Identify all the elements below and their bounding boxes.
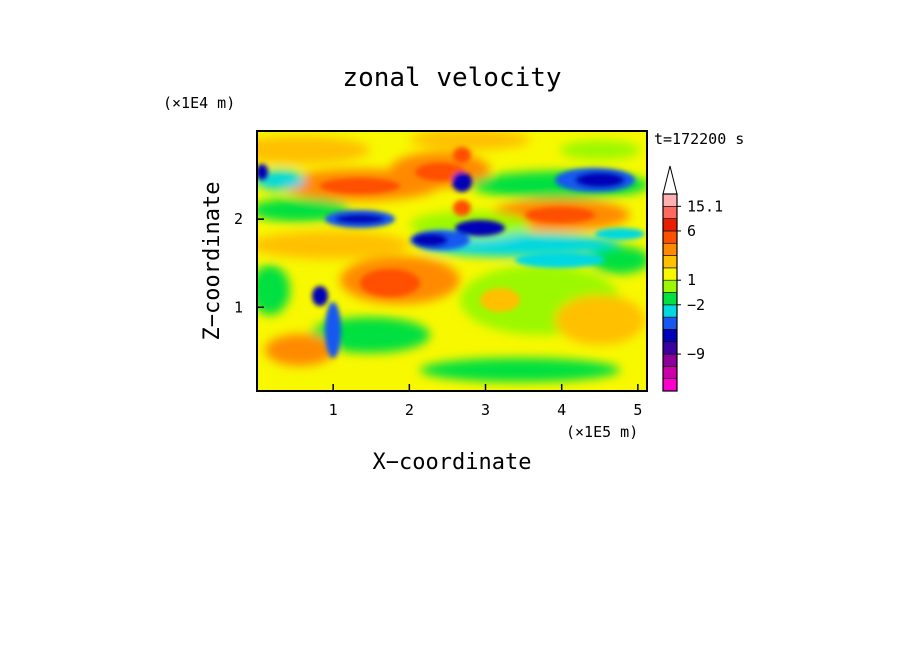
- colorbar-label: −2: [687, 296, 705, 314]
- colorbar-swatch: [662, 218, 678, 232]
- colorbar-label: 15.1: [687, 197, 723, 215]
- colorbar-swatch: [662, 329, 678, 343]
- x-tick-label: 4: [557, 401, 566, 419]
- colorbar-extend-arrow: [662, 165, 678, 195]
- x-units-label: (×1E5 m): [566, 423, 638, 441]
- colorbar-swatch: [662, 206, 678, 219]
- colorbar-label: 1: [687, 271, 696, 289]
- x-axis-label: X−coordinate: [373, 450, 532, 475]
- colorbar-swatch: [662, 242, 678, 256]
- colorbar-swatch: [662, 316, 678, 330]
- x-tick-label: 3: [481, 401, 490, 419]
- colorbar-swatch: [662, 366, 678, 379]
- colorbar-swatch: [662, 378, 678, 392]
- time-label: t=172200 s: [654, 130, 744, 148]
- x-axis: 1 2 3 4 5: [329, 384, 642, 419]
- colorbar-swatch: [662, 230, 678, 244]
- colorbar-swatch: [662, 304, 678, 318]
- chart-title: zonal velocity: [342, 63, 561, 93]
- colorbar-swatch: [662, 353, 678, 367]
- x-tick-label: 2: [405, 401, 414, 419]
- colorbar-label: 6: [687, 222, 696, 240]
- plot-frame: [256, 130, 648, 392]
- y-tick-label: 2: [234, 210, 243, 228]
- colorbar-swatch: [662, 279, 678, 293]
- colorbar-frame: [662, 193, 678, 392]
- colorbar-swatch: [662, 341, 678, 355]
- colorbar: 15.1 6 1 −2 −9: [662, 165, 723, 392]
- y-axis-label: Z−coordinate: [200, 182, 225, 341]
- colorbar-label: −9: [687, 345, 705, 363]
- y-tick-label: 1: [234, 298, 243, 316]
- colorbar-swatch: [662, 267, 678, 281]
- colorbar-swatch: [662, 193, 678, 207]
- colorbar-swatch: [662, 255, 678, 269]
- x-tick-label: 1: [329, 401, 338, 419]
- contour-field: [257, 131, 647, 391]
- y-axis: 12: [234, 210, 264, 316]
- colorbar-swatch: [662, 292, 678, 306]
- x-tick-label: 5: [633, 401, 642, 419]
- y-units-label: (×1E4 m): [163, 94, 235, 112]
